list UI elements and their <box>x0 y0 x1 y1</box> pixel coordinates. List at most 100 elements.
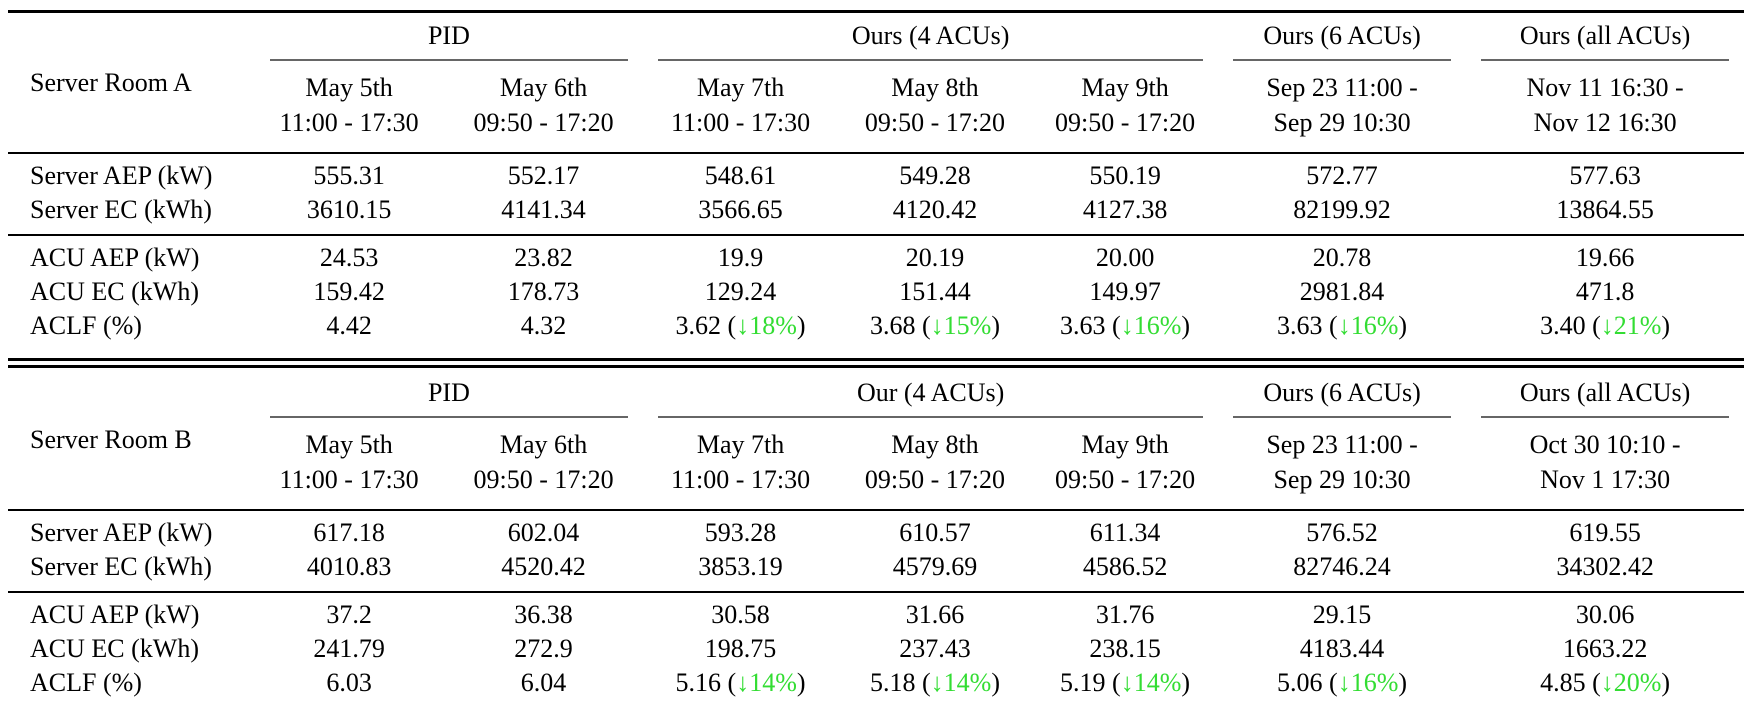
metric-row: Server EC (kWh) 4010.83 4520.42 3853.19 4579… <box>8 550 1744 592</box>
metric-value-cell: 611.34 <box>1089 518 1161 547</box>
date-line-1: May 5th <box>305 430 393 459</box>
column-date-header: May 8th 09:50 - 17:20 <box>838 62 1032 153</box>
metric-row: ACU EC (kWh) 241.79 272.9 198.75 237.43 238.1… <box>8 632 1744 666</box>
metric-value-cell: 31.76 <box>1095 600 1155 629</box>
metric-value-cell: 617.18 <box>313 518 385 547</box>
metric-value-cell: 19.66 <box>1575 243 1635 272</box>
metric-row: ACU AEP (kW) 37.2 36.38 30.58 31.66 31.76 29.1… <box>8 592 1744 632</box>
column-date-header: May 9th 09:50 - 17:20 <box>1032 62 1218 153</box>
metric-value-cell: 19.9 <box>717 243 764 272</box>
metric-value-cell: 272.9 <box>514 634 573 663</box>
aclf-reduction-percentage: ↓14% <box>1120 668 1182 697</box>
group-header-row: Server Room A PID Ours (4 ACUs) Ours (6 ACU… <box>8 12 1744 97</box>
column-group-label: Ours (6 ACUs) <box>1232 21 1452 61</box>
metric-block-1: Server AEP (kW) 555.31 552.17 548.61 549.28 5… <box>8 153 1744 235</box>
metric-value-cell: 198.75 <box>704 634 777 663</box>
metric-value-cell: 593.28 <box>704 518 777 547</box>
metric-row-label: Server EC (kWh) <box>30 195 212 224</box>
aclf-reduction-percentage: ↓16% <box>1337 311 1399 340</box>
metric-row: ACU EC (kWh) 159.42 178.73 129.24 151.44 149.… <box>8 275 1744 309</box>
metric-row-label: Server EC (kWh) <box>30 552 212 581</box>
aclf-value-text: 3.63 ( <box>1277 311 1338 340</box>
date-line-1: May 9th <box>1081 430 1169 459</box>
column-group-header: Ours (all ACUs) <box>1466 12 1744 63</box>
metric-block-2: ACU AEP (kW) 37.2 36.38 30.58 31.66 31.76 29.1… <box>8 592 1744 712</box>
aclf-value-text: 3.68 ( <box>869 311 931 340</box>
metric-row: Server AEP (kW) 555.31 552.17 548.61 549.28 5… <box>8 153 1744 193</box>
aclf-value-text: ) <box>1398 311 1408 340</box>
metric-value-cell: 5.19 (↓14%) <box>1032 666 1218 712</box>
aclf-reduction-percentage: ↓14% <box>930 668 992 697</box>
date-line-1: Oct 30 10:10 - <box>1529 430 1681 459</box>
metric-value-cell: 4183.44 <box>1299 634 1385 663</box>
metric-value-cell: 4127.38 <box>1082 195 1168 224</box>
metric-value-cell: 129.24 <box>704 277 777 306</box>
metric-value-cell: 3.62 (↓18%) <box>643 309 837 356</box>
column-date-header: Nov 11 16:30 - Nov 12 16:30 <box>1466 62 1744 153</box>
metric-value-cell: 37.2 <box>326 600 372 629</box>
column-group-label: Ours (6 ACUs) <box>1232 378 1452 418</box>
metric-value-cell: 29.15 <box>1312 600 1372 629</box>
metric-value-cell: 6.04 <box>520 668 567 697</box>
metric-value-cell: 20.78 <box>1312 243 1372 272</box>
metric-value-cell: 552.17 <box>507 161 580 190</box>
column-date-header: Sep 23 11:00 - Sep 29 10:30 <box>1218 62 1466 153</box>
metric-value-cell: 549.28 <box>899 161 971 190</box>
metric-row-label: ACU AEP (kW) <box>30 243 200 272</box>
date-header-row: May 5th 11:00 - 17:30 May 6th 09:50 - 17:20… <box>8 62 1744 153</box>
column-group-label: Ours (all ACUs) <box>1481 378 1729 418</box>
aclf-reduction-percentage: ↓20% <box>1600 668 1662 697</box>
aclf-value-text: ) <box>991 311 1000 340</box>
aclf-reduction-percentage: ↓15% <box>930 311 992 340</box>
date-line-1: May 7th <box>696 430 785 459</box>
date-header-row: May 5th 11:00 - 17:30 May 6th 09:50 - 17:20… <box>8 419 1744 510</box>
metric-value-cell: 238.15 <box>1089 634 1161 663</box>
column-date-header: Oct 30 10:10 - Nov 1 17:30 <box>1466 419 1744 510</box>
date-line-2: 09:50 - 17:20 <box>864 465 1006 494</box>
metric-value-cell: 4.85 (↓20%) <box>1466 666 1744 712</box>
column-date-header: May 6th 09:50 - 17:20 <box>444 62 644 153</box>
metric-row: ACLF (%) 6.03 6.04 5.16 (↓14%) 5.18 (↓14%) 5.… <box>8 666 1744 712</box>
metric-row-label: ACU EC (kWh) <box>30 634 199 663</box>
column-group-label: Ours (4 ACUs) <box>658 21 1203 61</box>
column-date-header: May 5th 11:00 - 17:30 <box>255 419 444 510</box>
date-line-2: 11:00 - 17:30 <box>670 108 811 137</box>
metric-value-cell: 31.66 <box>905 600 965 629</box>
column-date-header: May 5th 11:00 - 17:30 <box>255 62 444 153</box>
metric-value-cell: 82746.24 <box>1293 552 1391 581</box>
metric-value-cell: 3853.19 <box>698 552 783 581</box>
double-rule-divider <box>8 358 1744 368</box>
column-group-label: PID <box>269 21 629 61</box>
metric-value-cell: 4.32 <box>520 311 567 340</box>
column-date-header: May 6th 09:50 - 17:20 <box>444 419 644 510</box>
date-line-1: May 6th <box>499 73 588 102</box>
metric-row-label: Server AEP (kW) <box>30 518 213 547</box>
date-line-2: 09:50 - 17:20 <box>1055 465 1196 494</box>
date-line-2: 09:50 - 17:20 <box>864 108 1006 137</box>
metric-value-cell: 4120.42 <box>892 195 978 224</box>
metric-value-cell: 36.38 <box>514 600 573 629</box>
metric-row: Server AEP (kW) 617.18 602.04 593.28 610.57 6… <box>8 510 1744 550</box>
metric-value-cell: 13864.55 <box>1556 195 1654 224</box>
aclf-value-text: 5.18 ( <box>869 668 931 697</box>
metric-value-cell: 82199.92 <box>1293 195 1391 224</box>
metric-value-cell: 3.40 (↓21%) <box>1466 309 1744 356</box>
date-line-2: 11:00 - 17:30 <box>279 108 419 137</box>
column-group-header: PID <box>255 12 644 63</box>
tables-root: Server Room A PID Ours (4 ACUs) Ours (6 ACU… <box>8 10 1744 712</box>
server-room-b-table: Server Room B PID Our (4 ACUs) Ours (6 ACUs… <box>8 370 1744 712</box>
column-group-header: PID <box>255 370 644 419</box>
metric-value-cell: 6.03 <box>326 668 372 697</box>
metric-value-cell: 3.68 (↓15%) <box>838 309 1032 356</box>
column-date-header: May 7th 11:00 - 17:30 <box>643 62 837 153</box>
metric-value-cell: 30.58 <box>711 600 770 629</box>
column-group-header: Ours (all ACUs) <box>1466 370 1744 419</box>
date-line-1: May 8th <box>891 430 979 459</box>
date-line-2: Sep 29 10:30 <box>1273 465 1411 494</box>
aclf-value-text: 3.62 ( <box>675 311 737 340</box>
metric-value-cell: 20.19 <box>905 243 965 272</box>
metric-value-cell: 610.57 <box>899 518 971 547</box>
table-header: Server Room A PID Ours (4 ACUs) Ours (6 ACU… <box>8 12 1744 153</box>
date-line-1: May 5th <box>305 73 393 102</box>
column-date-header: Sep 23 11:00 - Sep 29 10:30 <box>1218 419 1466 510</box>
